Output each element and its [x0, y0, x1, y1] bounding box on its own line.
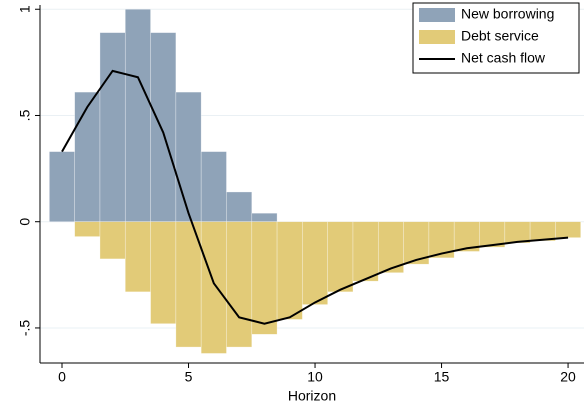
bar [175, 221, 202, 348]
bar [226, 191, 253, 223]
bar [74, 91, 101, 223]
bar [150, 221, 177, 324]
bar [479, 221, 506, 248]
bar [352, 221, 379, 282]
bar [377, 221, 404, 274]
bar [529, 221, 556, 242]
bar [150, 32, 177, 223]
bar [251, 212, 278, 223]
bar [555, 221, 582, 238]
x-tick-label: 0 [58, 369, 66, 385]
x-tick-label: 20 [560, 369, 576, 385]
y-tick-label: -.5 [17, 320, 33, 337]
bar [302, 221, 328, 305]
bar [251, 221, 278, 335]
bar [124, 221, 151, 293]
bar [200, 151, 227, 223]
legend-swatch [419, 8, 455, 22]
bar [124, 8, 151, 223]
y-tick-label: .5 [17, 109, 33, 121]
bar [49, 151, 75, 223]
bar [276, 221, 303, 320]
x-axis-label: Horizon [288, 388, 336, 404]
bar [99, 221, 126, 260]
bar [327, 221, 354, 293]
bar [175, 91, 202, 223]
legend-label: Debt service [461, 28, 539, 44]
legend-swatch [419, 30, 455, 44]
x-tick-label: 5 [185, 369, 193, 385]
y-tick-label: 0 [17, 218, 33, 226]
legend-label: New borrowing [461, 6, 554, 22]
x-tick-label: 15 [434, 369, 450, 385]
bar [74, 221, 101, 237]
x-tick-label: 10 [307, 369, 323, 385]
bar [226, 221, 253, 348]
y-tick-label: 1 [17, 5, 33, 13]
legend-label: Net cash flow [461, 50, 546, 66]
bar [99, 32, 126, 223]
bar [504, 221, 531, 244]
line [61, 69, 569, 325]
bar [200, 221, 227, 354]
